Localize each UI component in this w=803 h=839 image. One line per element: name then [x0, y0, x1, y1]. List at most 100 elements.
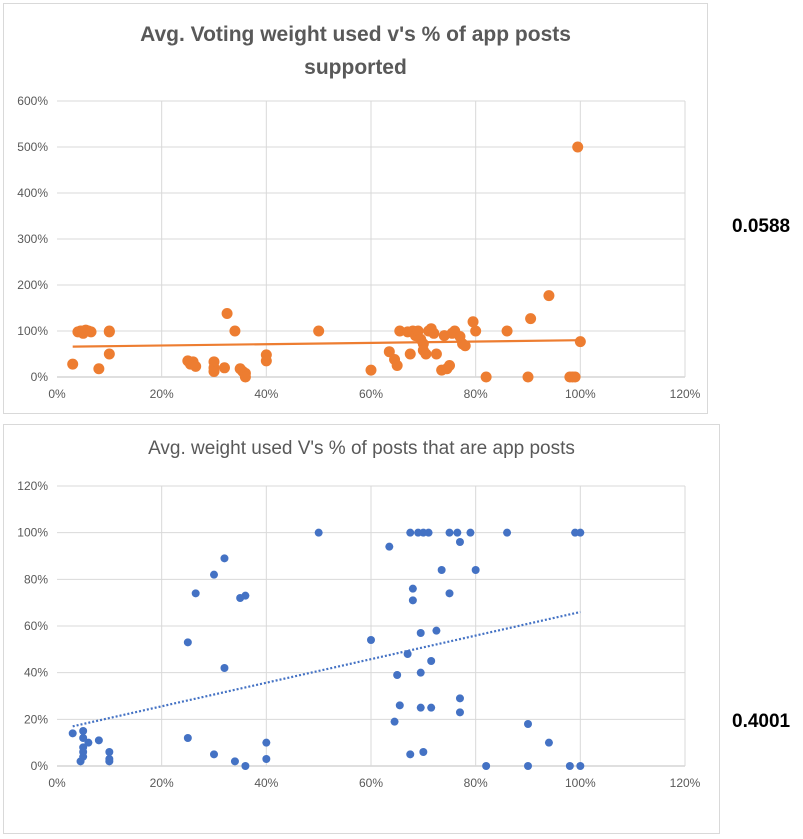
chart-2-data-point	[385, 542, 394, 551]
chart-1-x-tick-label: 0%	[48, 387, 66, 401]
chart-1-data-point	[239, 371, 251, 383]
chart-2-data-point	[503, 528, 512, 537]
chart-2-x-tick-label: 60%	[359, 776, 383, 790]
chart-1-panel: Avg. Voting weight used v's % of app pos…	[3, 3, 708, 414]
chart-1-x-tick-label: 100%	[565, 387, 596, 401]
chart-2-data-point	[79, 752, 88, 761]
chart-2-data-point	[524, 720, 532, 728]
chart-2-data-point	[466, 528, 475, 537]
chart-2-data-point	[210, 750, 218, 759]
chart-1-y-tick-label: 200%	[17, 278, 48, 292]
chart-1-x-tick-label: 120%	[670, 387, 701, 401]
chart-2-data-point	[455, 694, 464, 703]
chart-2-data-point	[445, 589, 454, 598]
chart-2-data-point	[241, 762, 250, 770]
chart-2-data-point	[416, 668, 425, 677]
chart-1-svg: 0% 100% 200% 300% 400% 500% 600% 0% 20% 40% 60% 80%…	[17, 94, 701, 401]
chart-1-data-point	[208, 365, 220, 377]
chart-1-data-point	[428, 327, 440, 339]
chart-2-data-point	[416, 629, 425, 637]
chart-1-data-point	[525, 313, 537, 325]
chart-1-data-point	[313, 325, 325, 337]
chart-1-title: Avg. Voting weight used v's % of app pos…	[4, 18, 707, 84]
chart-1-data-point	[501, 325, 513, 337]
chart-2-data-point	[403, 650, 412, 658]
chart-2-y-tick-label: 120%	[17, 479, 48, 493]
chart-1-title-line-2: supported	[304, 56, 407, 79]
chart-1-data-point	[467, 316, 479, 328]
chart-1-data-point	[391, 360, 403, 371]
chart-2-r-squared-label: 0.4001	[732, 711, 791, 732]
chart-2-x-tick-label: 100%	[565, 776, 596, 790]
chart-1-y-tick-label: 300%	[17, 232, 48, 246]
chart-2-x-tick-label: 80%	[464, 776, 488, 790]
chart-1-trendline	[72, 339, 581, 348]
chart-1-data-point	[430, 348, 442, 360]
chart-1-data-point	[574, 336, 586, 348]
chart-1-data-point	[420, 348, 432, 360]
chart-1-y-tick-label: 500%	[17, 140, 48, 154]
chart-2-data-point	[79, 734, 88, 742]
chart-2-title: Avg. weight used V's % of posts that are…	[148, 438, 575, 459]
chart-2-data-point	[437, 566, 446, 574]
chart-1-x-tick-label: 60%	[359, 387, 383, 401]
chart-2-data-point	[220, 664, 229, 672]
chart-2-data-point	[367, 636, 375, 644]
chart-2-data-point	[565, 762, 574, 770]
chart-1-data-point	[221, 308, 233, 320]
chart-1-data-point	[190, 360, 202, 372]
chart-2-data-point	[408, 596, 417, 605]
chart-1-data-point	[444, 360, 455, 371]
chart-2-data-point	[424, 528, 433, 537]
chart-2-y-tick-label: 20%	[24, 712, 48, 726]
chart-2-data-point	[183, 734, 192, 742]
chart-2-data-point	[262, 755, 271, 763]
chart-2-data-point	[393, 671, 402, 679]
chart-2-data-point	[105, 757, 114, 766]
chart-2-data-point	[427, 703, 436, 712]
chart-1-y-tick-label: 600%	[17, 94, 48, 108]
chart-1-data-point	[365, 364, 377, 376]
chart-1-y-tick-label: 400%	[17, 186, 48, 200]
chart-2-data-point	[390, 717, 399, 726]
chart-2-data-point	[544, 738, 553, 747]
chart-2-y-tick-label: 60%	[24, 619, 48, 633]
chart-1-data-point	[522, 371, 534, 383]
chart-2-data-point	[230, 757, 239, 766]
chart-2-data-point	[419, 748, 428, 756]
chart-2-data-point	[432, 626, 441, 635]
chart-2-data-point	[416, 703, 425, 712]
chart-2-x-tick-label: 0%	[48, 776, 66, 790]
chart-1-data-point	[218, 362, 230, 374]
chart-2-data-point	[395, 701, 404, 710]
chart-1-data-point	[260, 355, 272, 367]
chart-2-data-point	[408, 584, 417, 593]
chart-1-data-point	[572, 141, 584, 153]
chart-2-data-point	[183, 638, 192, 647]
chart-2-data-point	[524, 762, 532, 770]
chart-1-data-point	[470, 325, 482, 337]
chart-2-y-tick-label: 80%	[24, 572, 48, 586]
chart-1-data-point	[459, 340, 471, 352]
chart-2-data-point	[210, 570, 218, 579]
chart-2-trendline	[72, 610, 581, 728]
chart-2-data-point	[105, 748, 114, 756]
chart-2-data-point	[471, 566, 480, 574]
chart-1-title-line-1: Avg. Voting weight used v's % of app pos…	[140, 23, 571, 46]
chart-1-y-tick-label: 100%	[17, 324, 48, 338]
chart-1-data-point	[103, 326, 115, 338]
chart-1-data-point	[229, 325, 241, 337]
chart-2-data-point	[84, 738, 93, 747]
chart-2-y-tick-label: 100%	[17, 526, 48, 540]
chart-1-data-point	[103, 348, 115, 360]
chart-2-data-point	[406, 528, 415, 537]
chart-2-data-point	[576, 528, 585, 537]
chart-2-data-point	[191, 589, 200, 598]
chart-1-data-point	[67, 358, 79, 370]
chart-1-data-point	[480, 371, 492, 383]
chart-1-y-tick-label: 0%	[31, 370, 49, 384]
chart-1-data-point	[93, 363, 105, 375]
chart-2-data-point	[79, 727, 88, 735]
chart-2-data-point	[453, 528, 462, 537]
chart-2-data-point	[94, 736, 103, 745]
